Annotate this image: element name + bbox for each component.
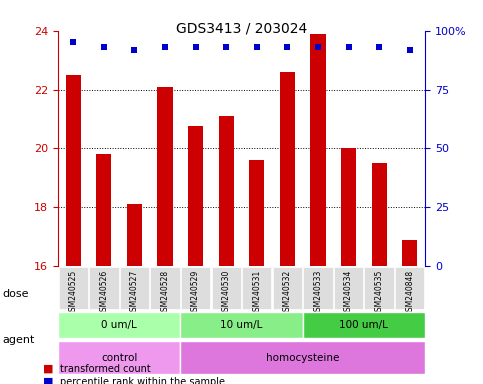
FancyBboxPatch shape [180,341,425,374]
Text: GDS3413 / 203024: GDS3413 / 203024 [176,21,307,35]
Text: GSM240848: GSM240848 [405,270,414,316]
Text: GSM240527: GSM240527 [130,270,139,316]
FancyBboxPatch shape [58,267,88,309]
Text: GSM240530: GSM240530 [222,270,231,316]
Text: GSM240534: GSM240534 [344,270,353,316]
FancyBboxPatch shape [58,311,180,338]
FancyBboxPatch shape [365,267,394,309]
Text: control: control [101,353,137,363]
Bar [127,204,142,266]
Text: GSM240525: GSM240525 [69,270,78,316]
Bar [188,126,203,266]
Bar [219,116,234,266]
FancyBboxPatch shape [334,267,363,309]
Text: GSM240529: GSM240529 [191,270,200,316]
Text: ■: ■ [43,377,54,384]
FancyBboxPatch shape [89,267,118,309]
Text: GSM240531: GSM240531 [252,270,261,316]
Bar [402,240,417,266]
Bar [96,154,112,266]
FancyBboxPatch shape [181,267,210,309]
Bar [157,87,173,266]
FancyBboxPatch shape [120,267,149,309]
FancyBboxPatch shape [180,311,303,338]
FancyBboxPatch shape [150,267,180,309]
Bar [311,34,326,266]
Bar [249,160,265,266]
Text: GSM240526: GSM240526 [99,270,108,316]
Bar [66,75,81,266]
Text: 100 um/L: 100 um/L [340,320,388,330]
Bar [341,148,356,266]
Text: 10 um/L: 10 um/L [220,320,263,330]
FancyBboxPatch shape [212,267,241,309]
FancyBboxPatch shape [303,267,333,309]
Text: GSM240535: GSM240535 [375,270,384,316]
Text: homocysteine: homocysteine [266,353,340,363]
Text: dose: dose [2,289,29,299]
Text: ■: ■ [43,364,54,374]
FancyBboxPatch shape [242,267,271,309]
Text: percentile rank within the sample: percentile rank within the sample [60,377,226,384]
Text: GSM240533: GSM240533 [313,270,323,316]
Text: 0 um/L: 0 um/L [101,320,137,330]
FancyBboxPatch shape [303,311,425,338]
Text: agent: agent [2,335,35,345]
Bar [371,163,387,266]
Text: GSM240532: GSM240532 [283,270,292,316]
FancyBboxPatch shape [58,341,180,374]
Bar [280,72,295,266]
Text: transformed count: transformed count [60,364,151,374]
FancyBboxPatch shape [273,267,302,309]
FancyBboxPatch shape [395,267,425,309]
Text: GSM240528: GSM240528 [160,270,170,316]
